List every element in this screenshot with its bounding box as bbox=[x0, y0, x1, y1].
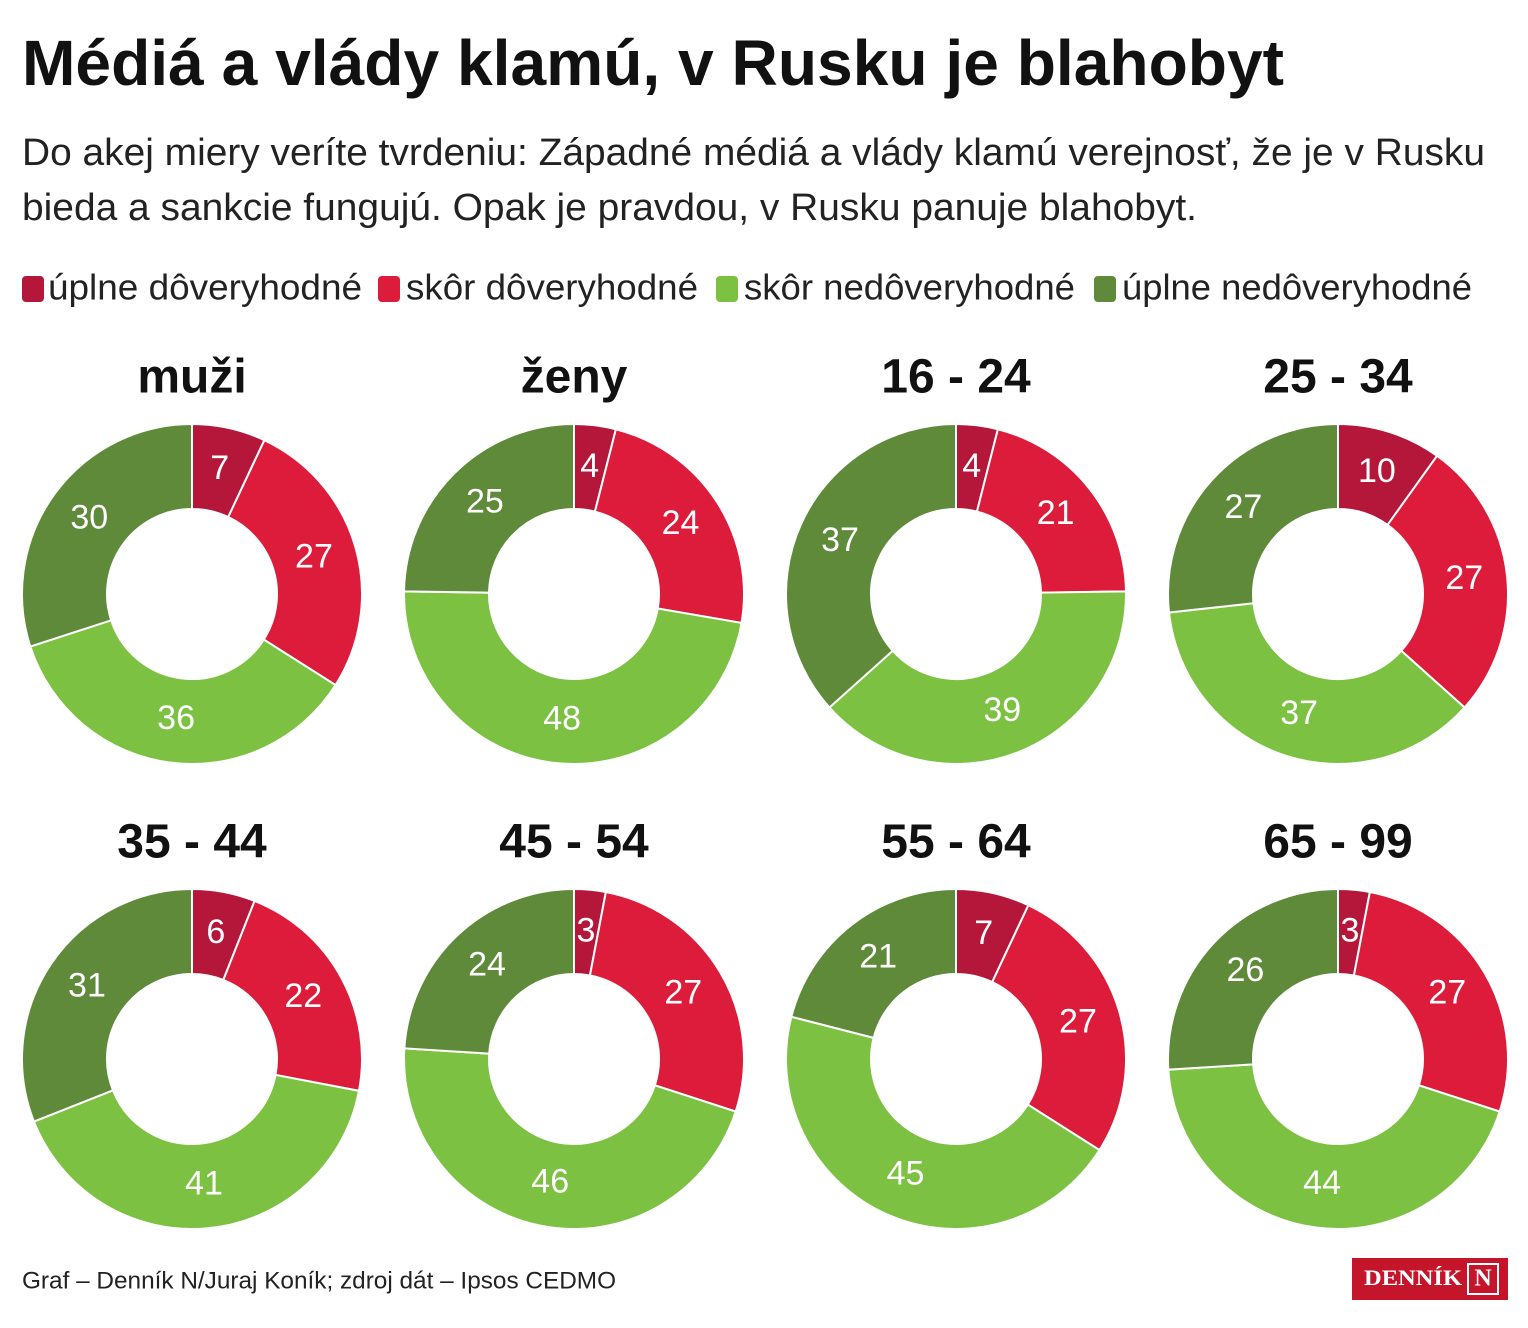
value-label: 44 bbox=[1303, 1164, 1341, 1202]
donut-title: 25 - 34 bbox=[1263, 351, 1413, 404]
value-label: 27 bbox=[664, 973, 702, 1011]
value-label: 39 bbox=[983, 691, 1021, 729]
value-label: 24 bbox=[662, 504, 700, 542]
value-label: 3 bbox=[576, 912, 595, 950]
value-label: 27 bbox=[1428, 973, 1466, 1011]
donut-segment bbox=[593, 428, 745, 625]
donut-segment bbox=[403, 1047, 737, 1230]
value-label: 22 bbox=[284, 977, 322, 1015]
value-label: 3 bbox=[1340, 912, 1359, 950]
footer: Graf – Denník N/Juraj Koník; zdroj dát –… bbox=[22, 1267, 616, 1294]
value-label: 27 bbox=[295, 538, 333, 576]
donut-segment bbox=[32, 1073, 361, 1230]
logo-n-box bbox=[1467, 1263, 1499, 1295]
value-label: 4 bbox=[962, 447, 981, 485]
value-label: 25 bbox=[466, 482, 504, 520]
donut-segment bbox=[990, 903, 1128, 1152]
value-label: 24 bbox=[468, 945, 506, 983]
logo-n: N bbox=[1474, 1266, 1492, 1292]
donut-segment bbox=[403, 887, 575, 1055]
value-label: 45 bbox=[887, 1155, 925, 1193]
donut-title: 35 - 44 bbox=[117, 816, 267, 869]
donut-title: 55 - 64 bbox=[881, 816, 1031, 869]
value-label: 21 bbox=[1037, 494, 1075, 532]
value-label: 10 bbox=[1358, 452, 1396, 490]
value-label: 27 bbox=[1445, 559, 1483, 597]
donut-segment bbox=[403, 422, 575, 594]
value-label: 41 bbox=[185, 1164, 223, 1202]
donut-segment bbox=[975, 428, 1127, 594]
donut-segment bbox=[1352, 890, 1509, 1113]
value-label: 48 bbox=[543, 699, 581, 737]
donut-segment bbox=[1167, 1063, 1501, 1230]
value-label: 7 bbox=[210, 449, 229, 487]
title: Médiá a vlády klamú, v Rusku je blahobyt bbox=[22, 27, 1284, 99]
donut-segment bbox=[403, 590, 743, 765]
value-label: 36 bbox=[157, 699, 195, 737]
subtitle-line: Do akej miery veríte tvrdeniu: Západné m… bbox=[22, 132, 1485, 174]
donut-segment bbox=[21, 887, 193, 1123]
value-label: 4 bbox=[580, 447, 599, 485]
donut-segment bbox=[1167, 602, 1466, 765]
legend-label: úplne nedôveryhodné bbox=[1122, 267, 1472, 308]
donut-segment bbox=[29, 619, 337, 766]
logo-text: DENNÍK bbox=[1364, 1265, 1462, 1290]
value-label: 27 bbox=[1059, 1003, 1097, 1041]
legend-swatch bbox=[378, 276, 400, 302]
donut-segment bbox=[1386, 454, 1509, 709]
donut-segment bbox=[1167, 887, 1339, 1071]
value-label: 21 bbox=[859, 938, 897, 976]
donut-segment bbox=[21, 422, 193, 648]
donut-title: muži bbox=[137, 351, 246, 404]
legend-label: skôr dôveryhodné bbox=[406, 267, 698, 308]
legend-label: úplne dôveryhodné bbox=[48, 267, 362, 308]
donut-segment bbox=[588, 890, 745, 1113]
legend-swatch bbox=[716, 276, 738, 302]
donut-segment bbox=[828, 590, 1127, 765]
donut-title: ženy bbox=[521, 351, 628, 404]
legend-swatch bbox=[1094, 276, 1116, 302]
value-label: 7 bbox=[974, 914, 993, 952]
value-label: 31 bbox=[68, 967, 106, 1005]
value-label: 26 bbox=[1227, 951, 1265, 989]
legend-swatch bbox=[22, 276, 44, 302]
donut-title: 45 - 54 bbox=[499, 816, 649, 869]
legend-label: skôr nedôveryhodné bbox=[744, 267, 1075, 308]
donut-segment bbox=[785, 422, 957, 709]
donut-segment bbox=[226, 438, 364, 687]
donut-segment bbox=[1167, 422, 1339, 614]
value-label: 6 bbox=[206, 913, 225, 951]
donut-segment bbox=[784, 1015, 1101, 1231]
value-label: 46 bbox=[531, 1163, 569, 1201]
subtitle-line: bieda a sankcie fungujú. Opak je pravdou… bbox=[22, 187, 1197, 229]
value-label: 37 bbox=[1280, 694, 1318, 732]
value-label: 37 bbox=[821, 521, 859, 559]
donut-title: 65 - 99 bbox=[1263, 816, 1412, 869]
value-label: 30 bbox=[70, 498, 108, 536]
donut-title: 16 - 24 bbox=[881, 351, 1031, 404]
donut-segment bbox=[790, 887, 957, 1040]
donut-segment bbox=[221, 899, 363, 1093]
value-label: 27 bbox=[1225, 488, 1263, 526]
